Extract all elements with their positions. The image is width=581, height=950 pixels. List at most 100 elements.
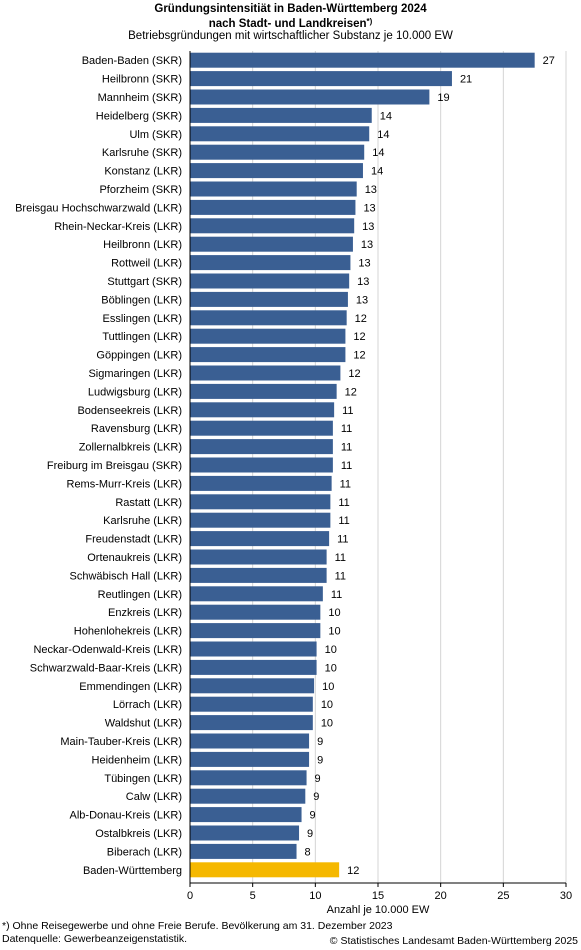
category-label: Reutlingen (LKR) [98, 589, 182, 601]
bar-chart: Baden-Baden (SKR) 27 Heilbronn (SKR) 21 Mann… [15, 51, 572, 916]
value-label: 27 [543, 55, 555, 67]
value-label: 12 [348, 368, 360, 380]
value-label: 19 [437, 92, 449, 104]
value-label: 13 [357, 276, 369, 288]
value-label: 10 [328, 626, 340, 638]
bar [190, 659, 317, 675]
bar [190, 531, 330, 547]
category-label: Tuttlingen (LKR) [102, 331, 182, 343]
category-label: Freudenstadt (LKR) [85, 534, 182, 546]
category-label: Rems-Murr-Kreis (LKR) [67, 478, 183, 490]
bar-highlight [190, 862, 340, 878]
category-label: Ortenaukreis (LKR) [87, 552, 182, 564]
value-label: 14 [377, 129, 389, 141]
footnote-marker: *) [366, 17, 373, 26]
value-label: 11 [337, 534, 348, 546]
value-label: 9 [317, 736, 323, 748]
bar [190, 71, 452, 87]
value-label: 11 [341, 460, 352, 472]
bar [190, 107, 372, 123]
bar [190, 696, 313, 712]
value-label: 10 [321, 718, 333, 730]
x-axis-title: Anzahl je 10.000 EW [327, 904, 430, 916]
category-label: Schwarzwald-Baar-Kreis (LKR) [30, 662, 182, 674]
category-label: Neckar-Odenwald-Kreis (LKR) [33, 644, 182, 656]
bar [190, 457, 333, 473]
bar [190, 439, 333, 455]
value-label: 11 [342, 405, 353, 417]
value-label: 13 [361, 239, 373, 251]
category-label: Enzkreis (LKR) [108, 607, 182, 619]
category-label: Heidelberg (SKR) [96, 110, 182, 122]
value-label: 13 [365, 184, 377, 196]
bars: Baden-Baden (SKR) 27 Heilbronn (SKR) 21 Mann… [15, 52, 555, 878]
value-label: 9 [310, 810, 316, 822]
bar [190, 567, 327, 583]
category-label: Calw (LKR) [126, 791, 182, 803]
value-label: 11 [341, 423, 352, 435]
bar [190, 291, 348, 307]
category-label: Main-Tauber-Kreis (LKR) [60, 736, 182, 748]
value-label: 12 [353, 350, 365, 362]
x-tick-label: 5 [250, 890, 256, 902]
bar [190, 383, 337, 399]
bar [190, 751, 310, 767]
category-label: Karlsruhe (LKR) [103, 515, 182, 527]
category-label: Ravensburg (LKR) [91, 423, 182, 435]
category-label: Waldshut (LKR) [105, 718, 182, 730]
category-label: Böblingen (LKR) [101, 294, 182, 306]
bar [190, 586, 323, 602]
bar [190, 347, 346, 363]
bar [190, 236, 353, 252]
value-label: 11 [338, 515, 349, 527]
bar [190, 715, 313, 731]
value-label: 10 [322, 681, 334, 693]
value-label: 13 [363, 202, 375, 214]
bar [190, 420, 333, 436]
value-label: 11 [335, 552, 346, 564]
value-label: 21 [460, 74, 472, 86]
x-tick-label: 10 [309, 890, 321, 902]
bar [190, 843, 297, 859]
bar [190, 402, 335, 418]
category-label: Rottweil (LKR) [111, 258, 182, 270]
category-label: Stuttgart (SKR) [107, 276, 182, 288]
category-label: Konstanz (LKR) [104, 166, 182, 178]
bar [190, 770, 307, 786]
category-label: Göppingen (LKR) [96, 350, 182, 362]
category-label: Lörrach (LKR) [113, 699, 182, 711]
bar [190, 328, 346, 344]
category-label: Zollernalbkreis (LKR) [79, 442, 182, 454]
value-label: 8 [305, 846, 311, 858]
category-label: Sigmaringen (LKR) [88, 368, 182, 380]
x-tick-label: 25 [497, 890, 509, 902]
x-tick-label: 0 [187, 890, 193, 902]
value-label: 9 [317, 754, 323, 766]
category-label: Tübingen (LKR) [104, 773, 182, 785]
category-label: Schwäbisch Hall (LKR) [70, 570, 182, 582]
value-label: 10 [325, 662, 337, 674]
value-label: 10 [325, 644, 337, 656]
value-label: 13 [362, 221, 374, 233]
category-label: Heilbronn (SKR) [102, 74, 182, 86]
x-axis: 0 5 10 15 20 25 30 [187, 51, 572, 902]
value-label: 11 [340, 478, 351, 490]
category-label: Hohenlohekreis (LKR) [74, 626, 182, 638]
category-label: Ludwigsburg (LKR) [88, 386, 182, 398]
bar [190, 641, 317, 657]
category-label: Mannheim (SKR) [98, 92, 182, 104]
bar [190, 494, 331, 510]
bar [190, 549, 327, 565]
category-label: Baden-Baden (SKR) [82, 55, 182, 67]
value-label: 10 [321, 699, 333, 711]
value-label: 12 [353, 331, 365, 343]
bar [190, 255, 351, 271]
value-label: 9 [307, 828, 313, 840]
category-label: Alb-Donau-Kreis (LKR) [70, 810, 182, 822]
bar [190, 89, 430, 105]
category-label: Emmendingen (LKR) [79, 681, 182, 693]
category-label: Karlsruhe (SKR) [102, 147, 182, 159]
value-label: 10 [328, 607, 340, 619]
footnote: *) Ohne Reisegewerbe und ohne Freie Beru… [2, 920, 393, 932]
bar [190, 788, 306, 804]
